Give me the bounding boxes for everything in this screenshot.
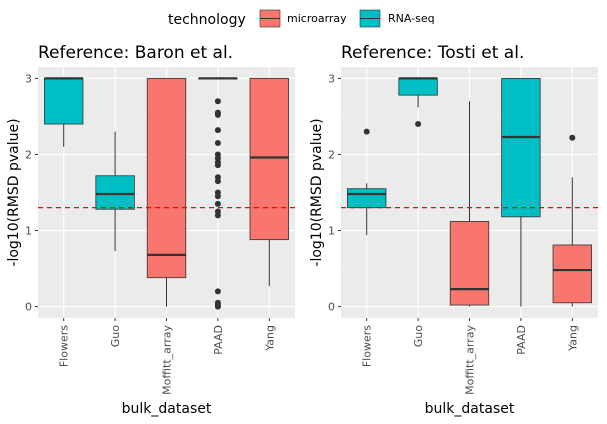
x-axis-title-tosti: bulk_dataset [425, 401, 515, 417]
outlier-point [214, 288, 221, 295]
box-body [552, 244, 592, 304]
outlier-point [363, 128, 370, 135]
panel-baron: Reference: Baron et al. 0 1 2 3 Flowers Guo Mo… [6, 43, 295, 417]
x-tick-label: PAAD [212, 325, 225, 355]
box-PAAD [198, 77, 238, 310]
box-Guo [95, 131, 135, 252]
outlier-point [214, 111, 221, 118]
box-body [249, 78, 289, 241]
box-body [146, 78, 187, 279]
panel-title-baron: Reference: Baron et al. [38, 43, 233, 63]
box-PAAD [501, 78, 541, 307]
panel-tosti: Reference: Tosti et al. 0 1 2 3 Flowers Guo Mo… [309, 43, 598, 417]
y-tick-label: 2 [25, 148, 32, 161]
y-tick-label: 0 [25, 301, 32, 314]
outlier-point [214, 140, 221, 147]
y-tick-label: 1 [328, 225, 335, 238]
x-tick-label: Yang [263, 325, 276, 352]
outlier-point [214, 193, 221, 200]
outlier-point [214, 127, 221, 134]
box-Guo [398, 77, 438, 128]
x-tick-label: Guo [412, 325, 425, 347]
box-Yang [552, 134, 592, 307]
outlier-point [214, 212, 221, 219]
outlier-point [214, 98, 221, 105]
y-tick-label: 2 [328, 148, 335, 161]
box-Moffitt_array [449, 101, 490, 307]
legend-title: technology [168, 12, 246, 28]
outlier-point [214, 200, 221, 207]
x-tick-label: PAAD [515, 325, 528, 355]
box-body [44, 78, 84, 125]
outlier-point [214, 178, 221, 185]
y-tick-label: 3 [328, 72, 335, 85]
outlier-point [214, 162, 221, 169]
legend-label-rnaseq: RNA-seq [388, 12, 435, 25]
outlier-point [415, 121, 422, 128]
outlier-point [569, 134, 576, 141]
y-tick-label: 1 [25, 225, 32, 238]
y-tick-label: 0 [328, 301, 335, 314]
box-body [501, 78, 541, 218]
box-body [95, 175, 135, 210]
outlier-point [214, 303, 221, 310]
box-Flowers [44, 77, 84, 147]
box-body [347, 188, 387, 209]
x-tick-label: Yang [566, 325, 579, 352]
x-tick-label: Flowers [58, 325, 71, 367]
y-axis-title-baron: -log10(RMSD pvalue) [6, 118, 22, 266]
box-body [398, 78, 438, 96]
legend: technology microarray RNA-seq [168, 9, 435, 28]
box-Flowers [347, 128, 387, 236]
box-body [449, 221, 490, 306]
x-tick-label: Guo [109, 325, 122, 347]
panel-title-tosti: Reference: Tosti et al. [341, 43, 524, 63]
x-tick-label: Moffitt_array [464, 325, 477, 395]
legend-label-microarray: microarray [287, 12, 347, 25]
box-Moffitt_array [146, 78, 187, 307]
y-tick-label: 3 [25, 72, 32, 85]
box-Yang [249, 78, 289, 287]
x-axis-title-baron: bulk_dataset [122, 401, 212, 417]
x-tick-label: Moffitt_array [161, 325, 174, 395]
y-axis-title-tosti: -log10(RMSD pvalue) [309, 118, 325, 266]
x-tick-label: Flowers [361, 325, 374, 367]
